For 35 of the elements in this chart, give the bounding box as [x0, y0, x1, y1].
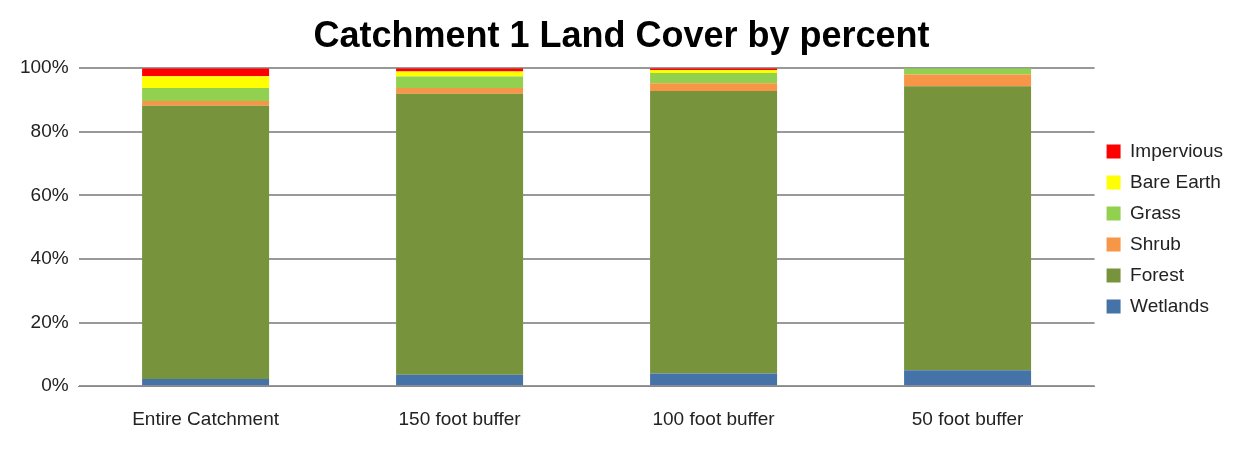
x-tick-label: 150 foot buffer	[398, 407, 522, 429]
bar	[396, 374, 524, 386]
bar	[142, 76, 270, 88]
bar	[650, 91, 778, 374]
y-tick-label: 0%	[41, 374, 69, 396]
bar	[650, 72, 778, 84]
y-tick-label: 20%	[30, 310, 69, 332]
legend-label: Grass	[1130, 201, 1181, 223]
legend-label: Impervious	[1130, 139, 1223, 161]
legend-label: Forest	[1130, 263, 1185, 285]
bar	[142, 378, 270, 386]
bar	[142, 105, 270, 379]
bar	[396, 71, 524, 77]
y-tick-label: 80%	[30, 120, 69, 142]
legend-label: Wetlands	[1130, 294, 1209, 316]
bar	[396, 87, 524, 94]
x-tick-label: 50 foot buffer	[911, 407, 1025, 429]
bar	[142, 100, 270, 106]
bar	[142, 87, 270, 101]
bar	[396, 76, 524, 88]
y-tick-label: 40%	[30, 247, 69, 269]
x-tick-label: Entire Catchment	[132, 407, 280, 429]
x-tick-label: 100 foot buffer	[652, 407, 776, 429]
y-tick-label: 100%	[19, 56, 69, 78]
bar	[650, 83, 778, 92]
bar	[396, 93, 524, 375]
legend-label: Bare Earth	[1130, 170, 1221, 192]
bar	[904, 370, 1032, 386]
legend-label: Shrub	[1130, 232, 1181, 254]
chart-title: Catchment 1 Land Cover by percent	[313, 13, 930, 55]
bar	[650, 373, 778, 386]
bar	[904, 86, 1032, 371]
y-tick-label: 60%	[30, 183, 69, 205]
bar	[904, 74, 1032, 87]
bar	[904, 68, 1032, 75]
